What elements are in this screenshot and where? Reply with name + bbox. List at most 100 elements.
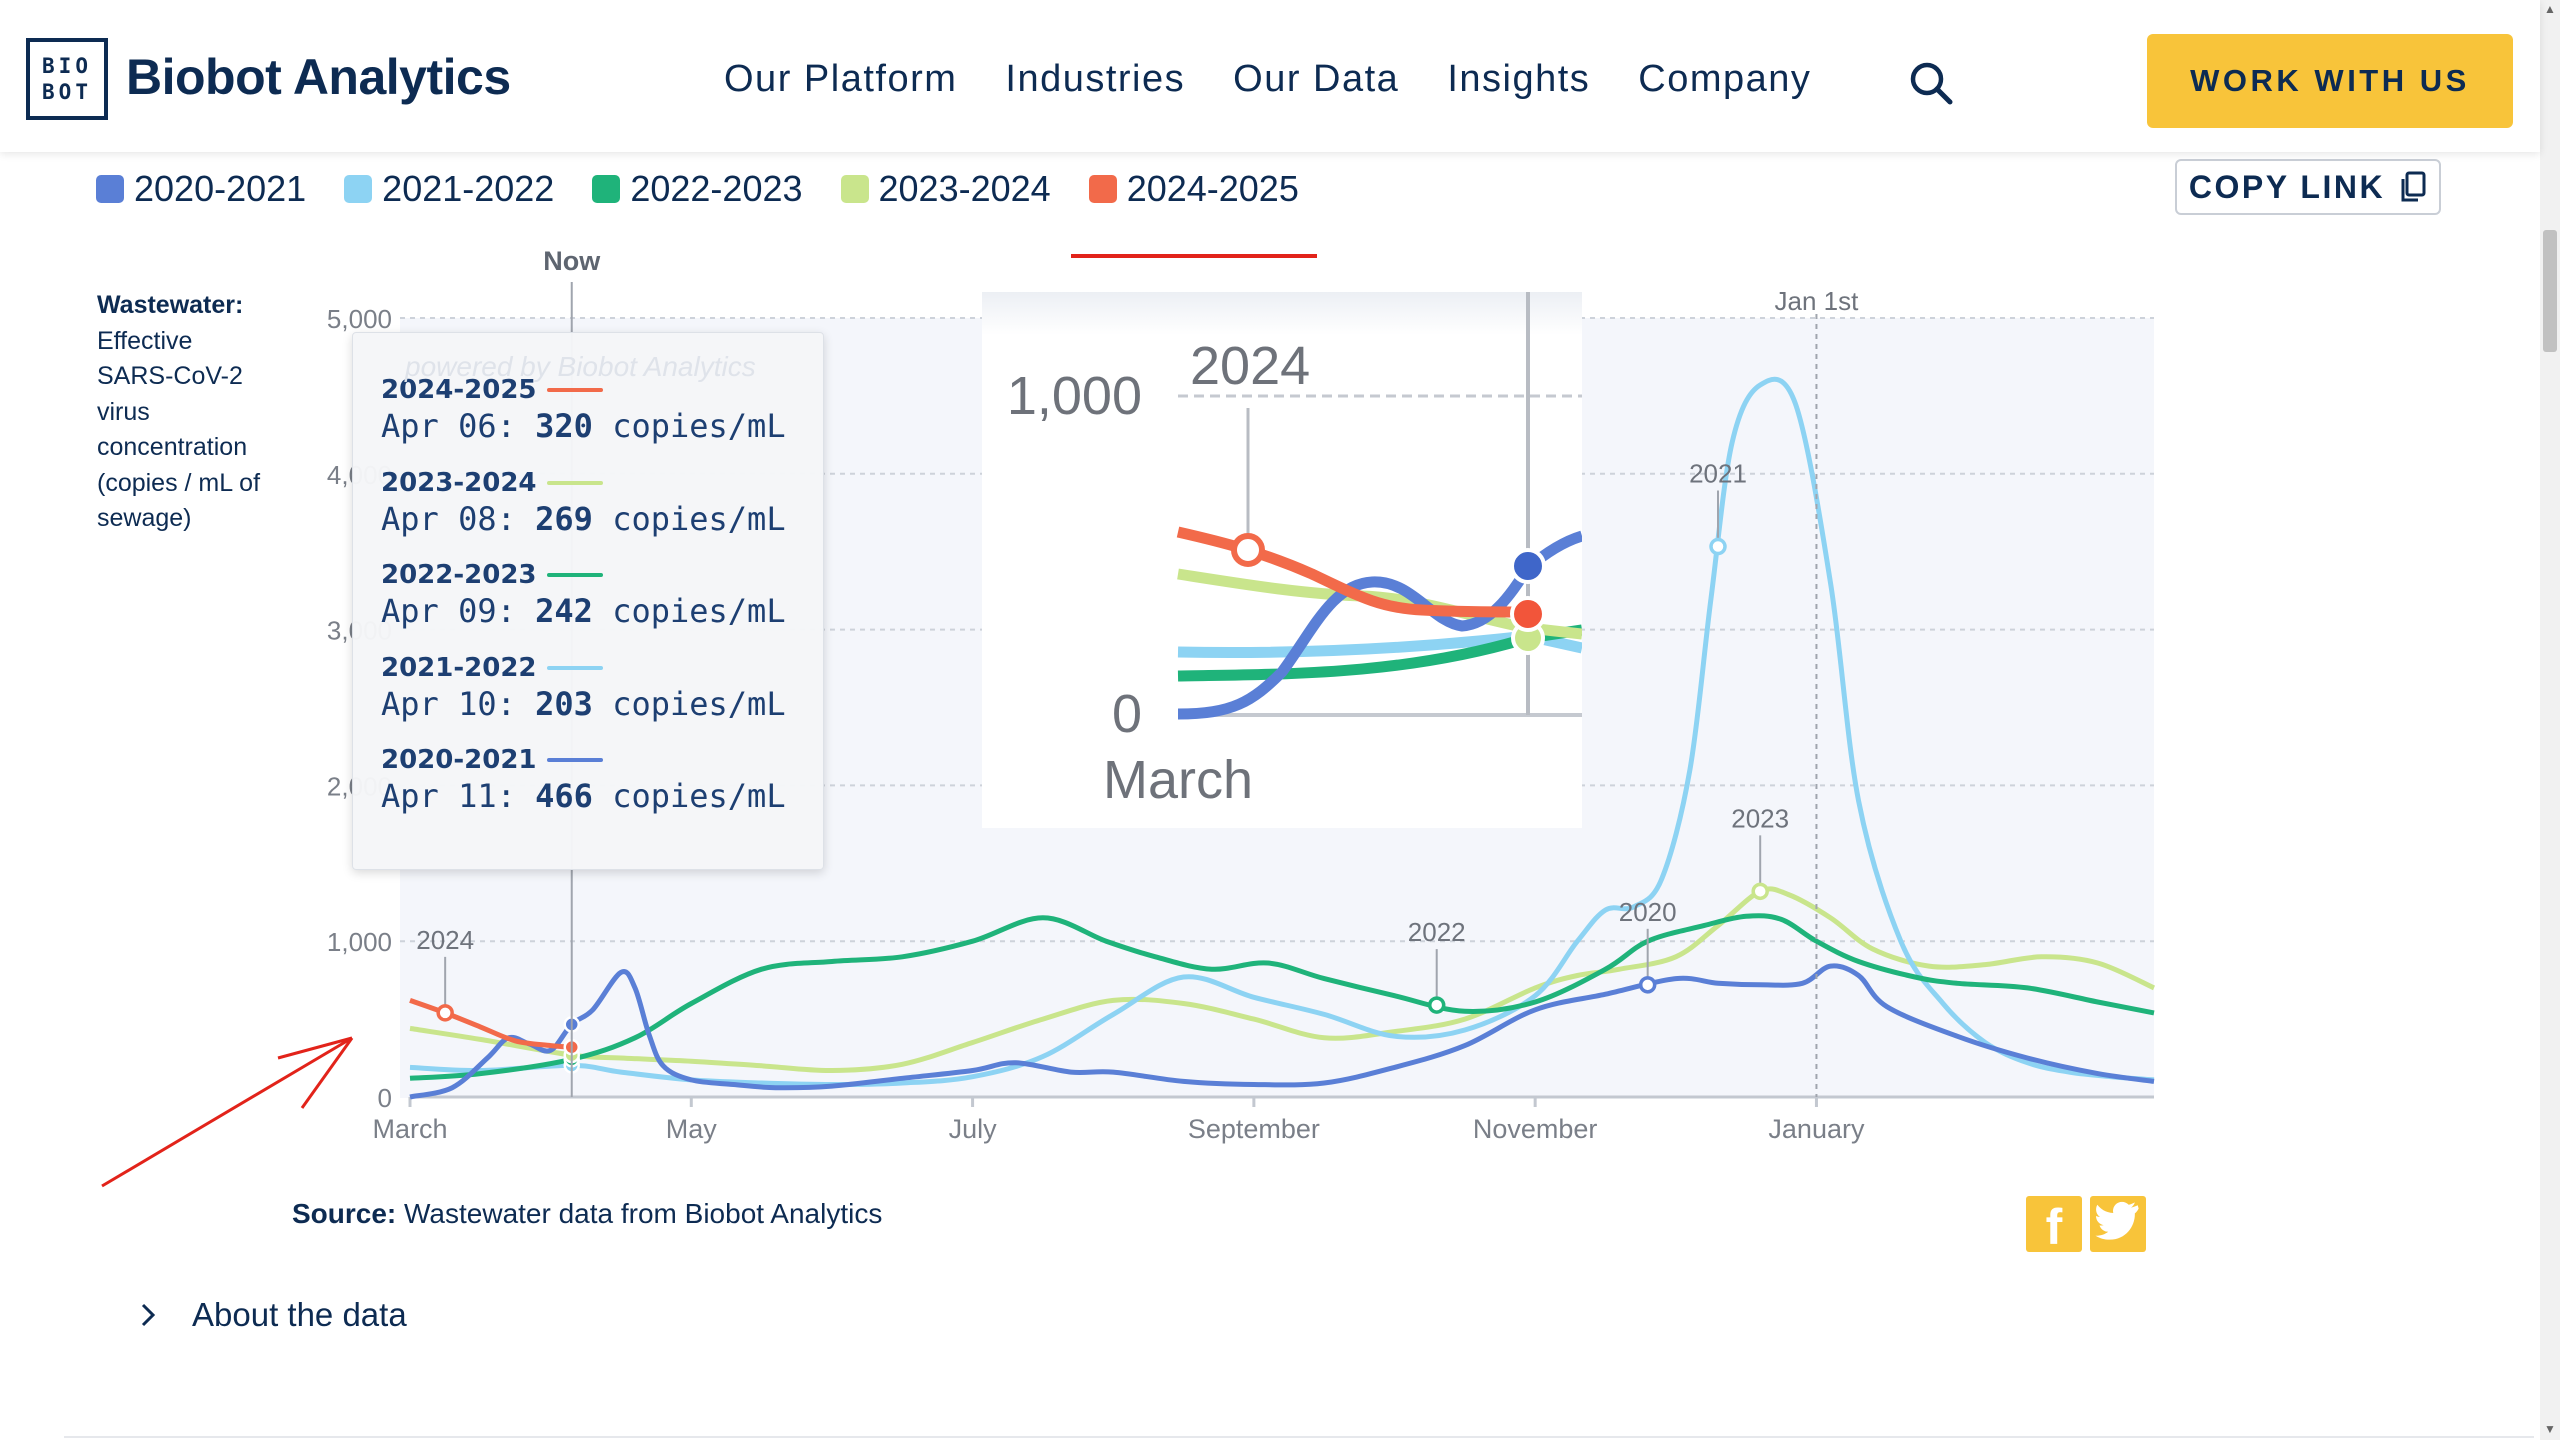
legend-label: 2024-2025 — [1126, 168, 1299, 209]
season-marker-label: 2020 — [1619, 897, 1677, 927]
tooltip-season: 2022-2023 — [381, 560, 537, 590]
tooltip-value: 242 — [535, 592, 593, 630]
brand-name[interactable]: Biobot Analytics — [126, 49, 511, 105]
season-marker-2022[interactable] — [1427, 996, 1446, 1014]
scrollbar-thumb[interactable] — [2543, 230, 2557, 352]
tooltip-date: Apr 10: — [381, 684, 516, 723]
legend-item-2024-2025[interactable]: 2024-2025 — [1070, 168, 1318, 258]
series-line-2022-2023[interactable] — [409, 913, 2155, 1081]
legend-item-2021-2022[interactable]: 2021-2022 — [344, 168, 554, 210]
about-the-data-label: About the data — [192, 1296, 407, 1333]
scroll-down-arrow[interactable]: ▼ — [2544, 1422, 2556, 1436]
tooltip-value: 269 — [535, 499, 593, 538]
tooltip-row-2021-2022: 2021-2022 Apr 10: 203 copies/mL — [381, 653, 823, 746]
inset-point-2024-2025 — [1510, 596, 1546, 632]
inset-point-2020-2021 — [1510, 548, 1546, 584]
copy-link-button[interactable]: COPY LINK — [2175, 159, 2441, 215]
season-marker-label: 2024 — [416, 925, 474, 955]
y-axis-line: sewage) — [97, 504, 192, 532]
zoom-inset: 2024 1,000 0 March — [982, 292, 1582, 828]
logo-text-top: BIO — [42, 54, 92, 78]
jan-1st-label: Jan 1st — [1775, 286, 1860, 316]
tooltip-date: Apr 08: — [381, 499, 516, 538]
tooltip-swatch — [546, 758, 603, 762]
nav-insights[interactable]: Insights — [1447, 58, 1591, 100]
x-tick-label: May — [666, 1114, 718, 1144]
tooltip-value: 320 — [535, 407, 593, 445]
inset-line-2022-2023 — [1177, 624, 1582, 682]
source-text: Wastewater data from Biobot Analytics — [404, 1198, 883, 1229]
tooltip-row-2022-2023: 2022-2023 Apr 09: 242 copies/mL — [381, 560, 823, 653]
search-icon[interactable] — [1908, 60, 1954, 106]
y-tick-label: 1,000 — [327, 927, 392, 957]
chevron-right-icon — [141, 1303, 156, 1327]
legend-swatch — [1088, 175, 1117, 203]
twitter-share-button[interactable] — [2090, 1196, 2146, 1252]
y-axis-description: Wastewater: Effective SARS-CoV-2 virus c… — [97, 288, 307, 537]
tooltip-row-2020-2021: 2020-2021 Apr 11: 466 copies/mL — [381, 745, 823, 838]
season-marker-2021[interactable] — [1709, 537, 1727, 556]
tooltip-date: Apr 11: — [381, 777, 516, 815]
inset-year-label: 2024 — [1190, 336, 1310, 396]
x-tick-label: July — [949, 1114, 998, 1144]
facebook-glyph: f — [2046, 1199, 2063, 1252]
biobot-logo[interactable]: BIO BOT — [26, 38, 108, 120]
y-axis-title: Wastewater: — [97, 291, 244, 319]
now-label: Now — [543, 246, 601, 276]
facebook-icon: f — [2046, 1199, 2063, 1255]
legend-item-2020-2021[interactable]: 2020-2021 — [96, 168, 306, 210]
legend-item-2023-2024[interactable]: 2023-2024 — [840, 168, 1051, 210]
tooltip-value: 203 — [535, 684, 593, 723]
tooltip-season: 2024-2025 — [381, 375, 537, 405]
twitter-icon — [2095, 1201, 2139, 1240]
inset-y-zero-label: 0 — [1112, 684, 1142, 744]
scroll-up-arrow[interactable]: ▲ — [2544, 2, 2556, 16]
season-marker-2024[interactable] — [436, 1004, 454, 1022]
facebook-share-button[interactable]: f — [2026, 1196, 2082, 1255]
legend-swatch — [344, 175, 373, 203]
x-tick-label: March — [372, 1114, 447, 1144]
tooltip-unit: copies/mL — [612, 684, 786, 723]
legend-label: 2022-2023 — [630, 168, 803, 209]
work-with-us-button[interactable]: WORK WITH US — [2147, 34, 2513, 128]
legend-swatch — [592, 175, 621, 203]
logo-text-bottom: BOT — [42, 80, 92, 104]
season-marker-2023[interactable] — [1751, 882, 1769, 901]
tooltip-value: 466 — [535, 777, 593, 815]
inset-y-top-label: 1,000 — [1007, 366, 1142, 426]
nav-our-platform[interactable]: Our Platform — [724, 58, 958, 100]
tooltip-watermark: powered by Biobot Analytics — [405, 351, 756, 382]
tooltip-unit: copies/mL — [612, 777, 786, 815]
tooltip-season: 2020-2021 — [381, 745, 537, 775]
y-axis-line: Effective — [97, 326, 193, 355]
source-note: Source: Wastewater data from Biobot Anal… — [292, 1198, 882, 1230]
about-the-data-toggle[interactable]: About the data — [138, 1296, 407, 1334]
season-marker-2020[interactable] — [1638, 976, 1657, 994]
nav-company[interactable]: Company — [1638, 58, 1812, 100]
x-tick-labels: March May July September November January — [372, 1097, 1865, 1144]
tooltip-row-2023-2024: 2023-2024 Apr 08: 269 copies/mL — [381, 468, 823, 561]
legend-swatch — [96, 175, 124, 203]
nav-industries[interactable]: Industries — [1005, 58, 1186, 100]
x-tick-label: November — [1473, 1114, 1598, 1144]
x-tick-label: January — [1768, 1114, 1865, 1144]
season-marker-label: 2021 — [1689, 459, 1747, 489]
series-line-2023-2024[interactable] — [409, 886, 2156, 1074]
site-header: BIO BOT Biobot Analytics Our Platform In… — [0, 0, 2540, 152]
series-line-2020-2021[interactable] — [409, 963, 2155, 1100]
y-tick-label: 5,000 — [327, 304, 392, 334]
page-scrollbar[interactable] — [2540, 0, 2560, 1440]
legend-label: 2020-2021 — [134, 168, 307, 209]
nav-our-data[interactable]: Our Data — [1233, 58, 1400, 100]
hover-tooltip: powered by Biobot Analytics 2024-2025 Ap… — [352, 332, 824, 870]
copy-icon — [2401, 171, 2426, 202]
legend-label: 2023-2024 — [878, 168, 1051, 209]
y-axis-line: concentration — [97, 433, 248, 461]
y-tick-label: 0 — [378, 1083, 392, 1113]
tooltip-season: 2021-2022 — [381, 652, 537, 683]
legend-swatch — [840, 175, 869, 203]
zoom-inset-chart: 2024 1,000 0 March — [982, 292, 1582, 828]
x-tick-label: September — [1188, 1114, 1320, 1144]
copy-link-label: COPY LINK — [2188, 168, 2386, 205]
legend-item-2022-2023[interactable]: 2022-2023 — [592, 168, 803, 210]
